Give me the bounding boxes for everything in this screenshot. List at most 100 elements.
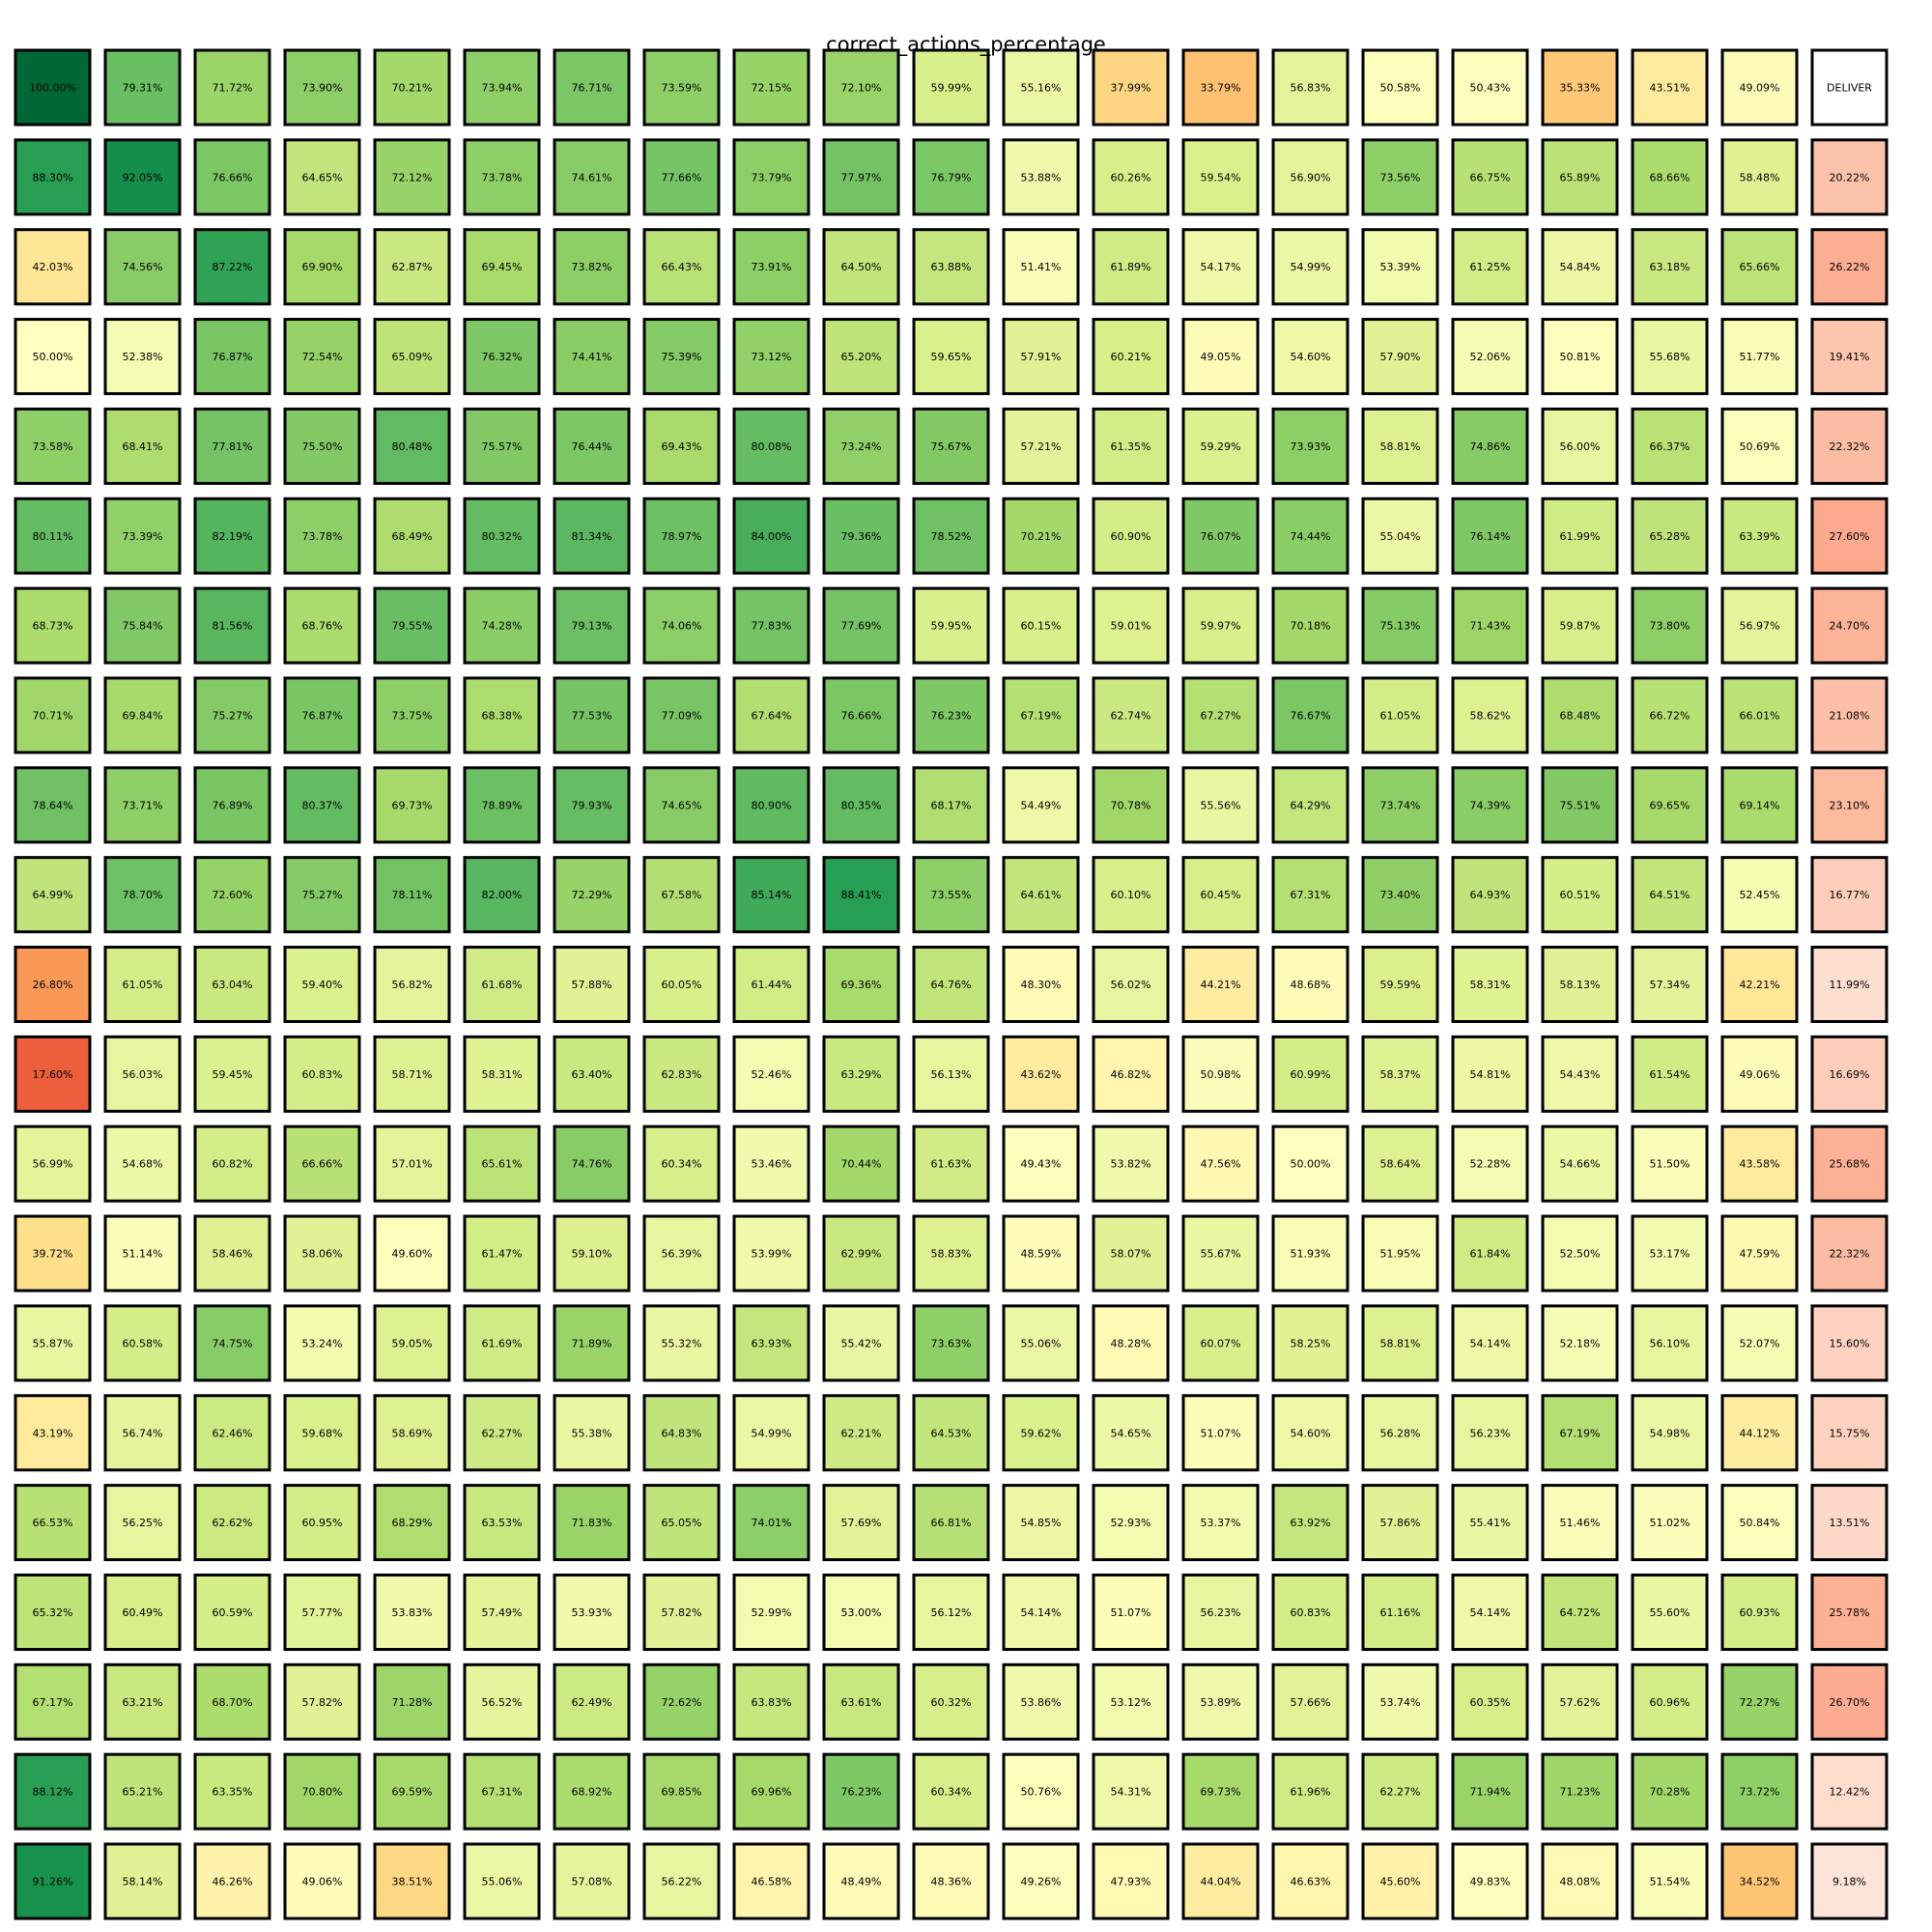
heatmap-cell-label: 59.68% (302, 1427, 343, 1439)
heatmap-cell-label: 77.83% (752, 620, 792, 633)
heatmap-cell-label: 57.62% (1560, 1696, 1601, 1709)
heatmap-cell-label: 67.58% (662, 889, 702, 901)
heatmap-cell-rect (642, 676, 721, 754)
heatmap-cell-label: 69.45% (482, 261, 523, 273)
heatmap-cell-label: 58.06% (302, 1248, 343, 1261)
heatmap-cell-label: 100.00% (29, 82, 76, 95)
heatmap-cell-rect (732, 586, 810, 665)
heatmap-cell-label: 56.52% (482, 1696, 523, 1709)
heatmap-cell-rect (642, 1752, 721, 1831)
heatmap-cell-label: 53.74% (1380, 1696, 1421, 1709)
heatmap-cell-label: 50.00% (33, 351, 73, 363)
heatmap-cell-rect (1002, 48, 1080, 127)
heatmap-cell-rect (1361, 946, 1439, 1023)
heatmap-cell-label: 61.68% (482, 979, 523, 991)
heatmap-cell-rect (1631, 497, 1709, 575)
heatmap-cell-rect (822, 138, 900, 216)
heatmap-cell: 50.98% (1181, 1035, 1260, 1113)
heatmap-cell: 47.93% (1092, 1842, 1170, 1920)
heatmap-cell-rect (822, 407, 900, 485)
heatmap-cell-rect (1810, 1752, 1889, 1831)
heatmap-cell-rect (1720, 1662, 1799, 1741)
heatmap-cell: 52.06% (1451, 318, 1529, 396)
heatmap-cell-rect (1541, 1573, 1619, 1651)
heatmap-cell-label: 65.89% (1560, 171, 1601, 184)
heatmap-cell-label: 53.37% (1201, 1517, 1241, 1529)
heatmap-cell-label: 73.80% (1650, 620, 1690, 633)
heatmap-cell-rect (103, 766, 182, 844)
heatmap-cell: 49.43% (1002, 1124, 1080, 1203)
heatmap-cell-label: 75.13% (1380, 620, 1421, 633)
heatmap-cell-label: 24.70% (1830, 620, 1870, 633)
heatmap-cell-rect (14, 1304, 92, 1382)
heatmap-cell-rect (1810, 1842, 1889, 1920)
heatmap-cell-rect (463, 1124, 541, 1203)
heatmap-cell-label: 33.79% (1201, 82, 1241, 95)
heatmap-cell-label: 78.52% (931, 530, 972, 543)
heatmap-cell: 88.12% (14, 1752, 92, 1831)
heatmap-cell-label: 68.38% (482, 709, 523, 722)
heatmap-cell: 75.13% (1361, 586, 1439, 665)
heatmap-cell: 27.60% (1810, 497, 1889, 575)
heatmap-cell-rect (14, 1035, 92, 1113)
heatmap-cell-label: 57.82% (302, 1696, 343, 1709)
heatmap-cell: 88.30% (14, 138, 92, 216)
heatmap-cell-label: 66.37% (1650, 440, 1690, 453)
heatmap-cell-rect (14, 676, 92, 754)
heatmap-cell: 59.59% (1361, 946, 1439, 1023)
heatmap-cell: 54.68% (103, 1124, 182, 1203)
heatmap-cell-rect (193, 407, 271, 485)
heatmap-cell: 63.18% (1631, 228, 1709, 306)
heatmap-cell-label: 78.64% (33, 799, 73, 811)
heatmap-cell-label: 77.81% (213, 440, 253, 453)
heatmap-cell: 76.89% (193, 766, 271, 844)
heatmap-cell: 59.10% (553, 1214, 631, 1293)
heatmap-cell: 68.17% (912, 766, 990, 844)
heatmap-cell: 82.00% (463, 856, 541, 934)
heatmap-cell-label: 63.21% (123, 1696, 163, 1709)
heatmap-cell-rect (103, 676, 182, 754)
heatmap-cell: 73.78% (463, 138, 541, 216)
heatmap-cell-label: 52.99% (752, 1606, 792, 1619)
heatmap-cell: 65.89% (1541, 138, 1619, 216)
heatmap-cell-label: 56.28% (1380, 1427, 1421, 1439)
heatmap-cell-label: 87.22% (213, 261, 253, 273)
heatmap-cell: 58.31% (1451, 946, 1529, 1023)
heatmap-cell-label: 54.99% (752, 1427, 792, 1439)
heatmap-cell-rect (14, 48, 92, 127)
heatmap-cell-rect (1271, 856, 1350, 934)
heatmap-cell: 53.88% (1002, 138, 1080, 216)
heatmap-cell-label: 53.39% (1380, 261, 1421, 273)
heatmap-cell-rect (103, 1662, 182, 1741)
heatmap-cell: 60.45% (1181, 856, 1260, 934)
heatmap-cell: 71.89% (553, 1304, 631, 1382)
heatmap-cell-label: 71.28% (392, 1696, 433, 1709)
heatmap-cell: 60.99% (1271, 1035, 1350, 1113)
heatmap-cell-rect (1181, 676, 1260, 754)
heatmap-cell-label: 56.82% (392, 979, 433, 991)
heatmap-cell-label: 61.89% (1111, 261, 1151, 273)
heatmap-cell-label: 68.66% (1650, 171, 1690, 184)
heatmap-cell: 73.79% (732, 138, 810, 216)
heatmap-cell: 70.44% (822, 1124, 900, 1203)
heatmap-cell-label: 57.08% (572, 1876, 612, 1889)
heatmap-cell: 81.34% (553, 497, 631, 575)
heatmap-cell: 56.82% (373, 946, 451, 1023)
heatmap-cell: 79.36% (822, 497, 900, 575)
heatmap-cell-rect (822, 318, 900, 396)
heatmap-cell-label: 73.56% (1380, 171, 1421, 184)
heatmap-cell-rect (732, 1124, 810, 1203)
heatmap-cell-label: 63.53% (482, 1517, 523, 1529)
heatmap-cell-rect (283, 586, 361, 665)
heatmap-cell-label: 59.10% (572, 1248, 612, 1261)
heatmap-cell-rect (1631, 766, 1709, 844)
heatmap-cell: 55.38% (553, 1394, 631, 1472)
heatmap-cell-label: 15.60% (1830, 1337, 1870, 1350)
heatmap-cell: 74.39% (1451, 766, 1529, 844)
heatmap-cell: 58.62% (1451, 676, 1529, 754)
heatmap-cell-label: 56.23% (1201, 1606, 1241, 1619)
heatmap-cell-rect (912, 1394, 990, 1472)
heatmap-cell: 51.41% (1002, 228, 1080, 306)
heatmap-cell: 59.87% (1541, 586, 1619, 665)
heatmap-cell: 76.44% (553, 407, 631, 485)
